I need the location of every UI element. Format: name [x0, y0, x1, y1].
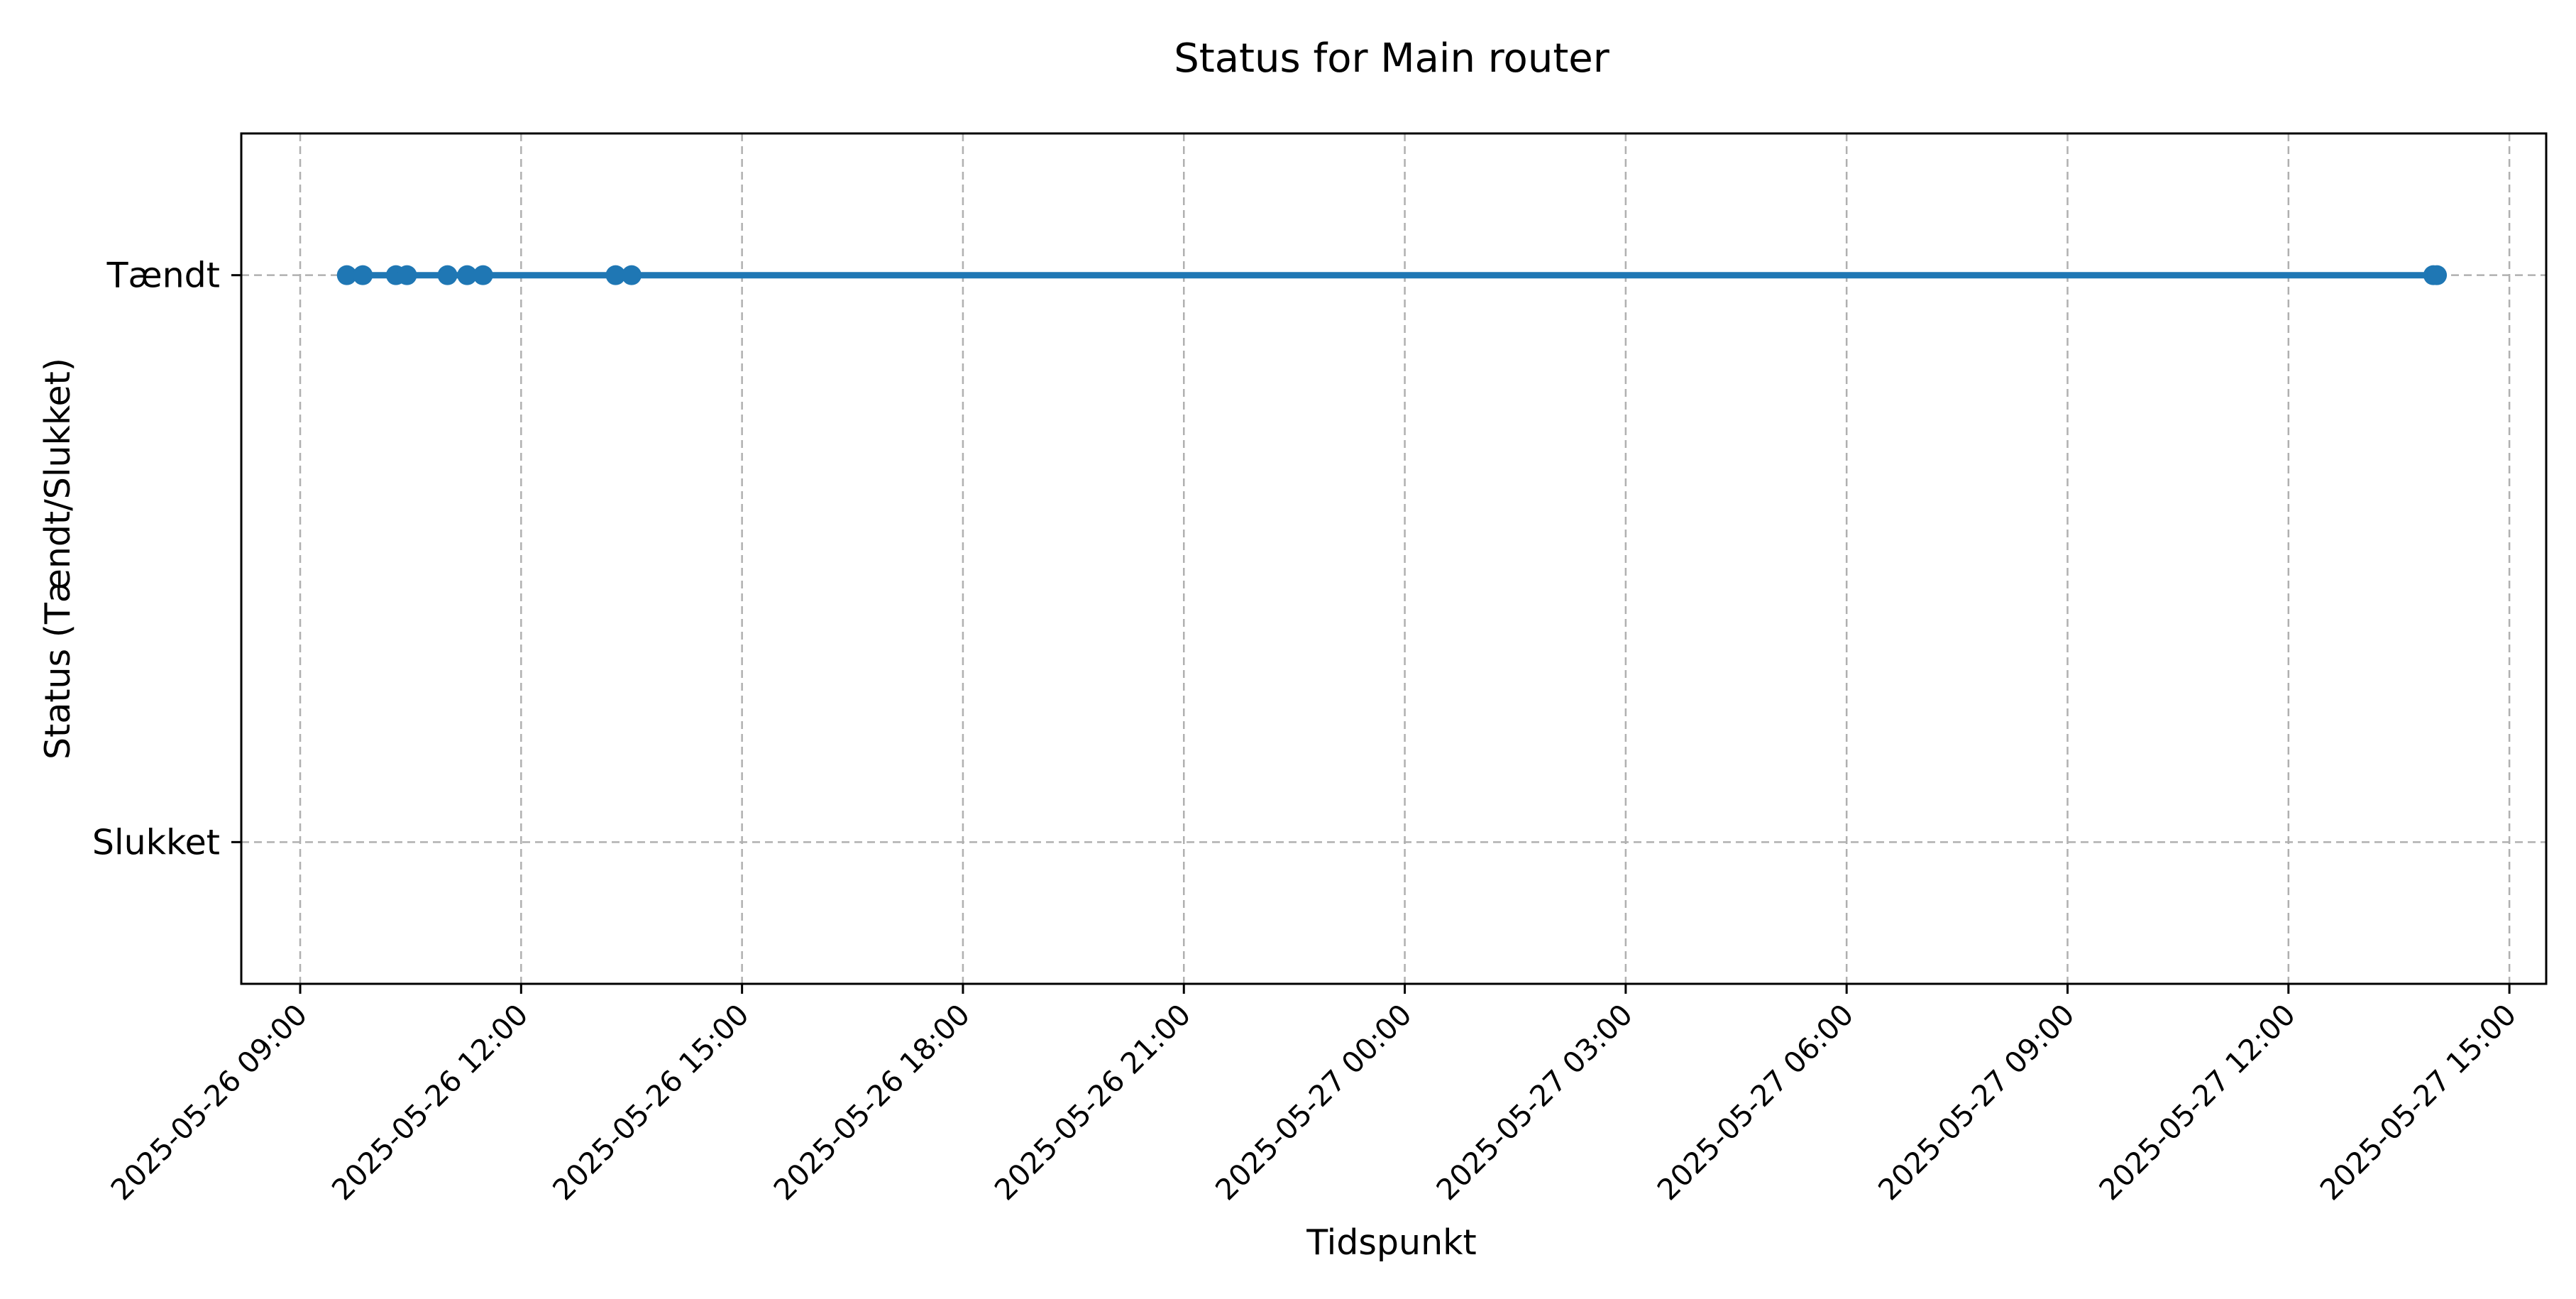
status-data-point: [397, 265, 417, 285]
y-tick-label: Slukket: [92, 822, 220, 862]
status-data-point: [353, 265, 373, 285]
x-axis-label: Tidspunkt: [1306, 1222, 1476, 1263]
plot-area-frame: [240, 132, 2548, 985]
status-data-point: [621, 265, 642, 285]
y-tick-label: Tændt: [106, 256, 220, 296]
y-axis: Slukket Tændt: [92, 256, 241, 862]
series-layer: [336, 265, 2448, 285]
status-data-point: [605, 265, 626, 285]
status-data-point: [2427, 265, 2448, 285]
status-data-point: [473, 265, 493, 285]
status-data-point: [457, 265, 478, 285]
chart-title: Status for Main router: [1174, 35, 1609, 82]
y-axis-label: Status (Tændt/Slukket): [38, 358, 78, 760]
status-data-point: [437, 265, 458, 285]
status-data-point: [336, 265, 357, 285]
